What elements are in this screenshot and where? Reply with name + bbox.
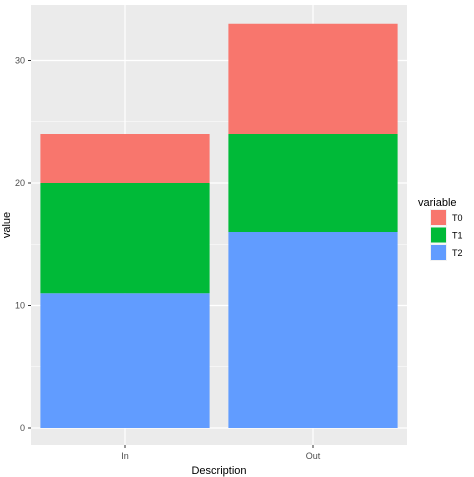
legend-key-t2 <box>431 245 446 260</box>
bar-out-t1 <box>228 134 398 232</box>
y-tick-label: 0 <box>20 423 25 433</box>
legend-label-t0: T0 <box>452 213 463 223</box>
legend-label-t2: T2 <box>452 248 463 258</box>
legend-key-t0 <box>431 210 446 225</box>
x-tick-label: In <box>121 451 129 461</box>
legend: variable T0 T1 T2 <box>418 197 463 261</box>
bar-out-t0 <box>228 23 398 134</box>
bar-in-t1 <box>40 183 210 294</box>
legend-key-t1 <box>431 227 446 243</box>
y-tick-label: 10 <box>15 301 25 311</box>
bar-out-t2 <box>228 232 398 428</box>
x-tick-label: Out <box>306 451 321 461</box>
bar-in-t2 <box>40 293 210 428</box>
y-axis: 0 10 20 30 <box>15 56 31 433</box>
y-tick-label: 20 <box>15 178 25 188</box>
bars <box>40 23 398 428</box>
x-axis: In Out <box>121 445 321 461</box>
x-axis-title: Description <box>191 465 246 477</box>
legend-title: variable <box>418 197 457 209</box>
y-tick-label: 30 <box>15 56 25 66</box>
legend-label-t1: T1 <box>452 231 463 241</box>
bar-in-t0 <box>40 134 210 183</box>
y-axis-title: value <box>1 212 13 238</box>
